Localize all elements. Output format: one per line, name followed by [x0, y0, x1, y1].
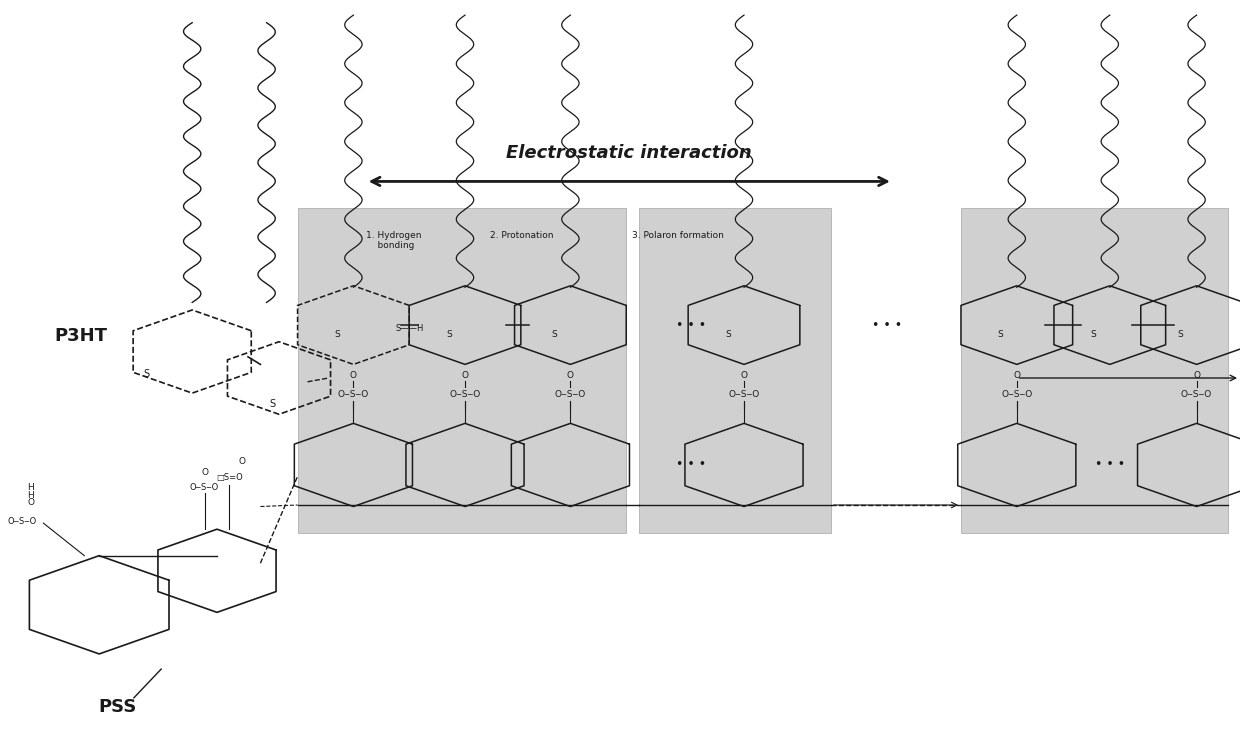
- Bar: [961, 208, 1228, 533]
- Text: S: S: [998, 330, 1003, 339]
- Text: □S=O: □S=O: [216, 473, 243, 482]
- Text: O: O: [1013, 371, 1021, 380]
- Text: S: S: [1091, 330, 1096, 339]
- Text: O‒S‒O: O‒S‒O: [7, 517, 37, 526]
- Text: 3. Polaron formation: 3. Polaron formation: [632, 231, 724, 240]
- Text: O‒S‒O: O‒S‒O: [554, 390, 587, 399]
- Text: P3HT: P3HT: [55, 327, 107, 345]
- Text: PSS: PSS: [99, 698, 136, 716]
- Text: O: O: [238, 457, 246, 466]
- Text: O: O: [740, 371, 748, 380]
- Text: S: S: [1178, 330, 1183, 339]
- Text: O‒S‒O: O‒S‒O: [1001, 390, 1033, 399]
- Text: S: S: [725, 330, 730, 339]
- Text: • • •: • • •: [872, 318, 901, 332]
- Text: S: S: [144, 369, 149, 380]
- Text: S: S: [335, 330, 340, 339]
- Text: O‒S‒O: O‒S‒O: [1180, 390, 1213, 399]
- Bar: [639, 208, 831, 533]
- Text: O: O: [350, 371, 357, 380]
- Text: H: H: [27, 483, 35, 492]
- Text: • • •: • • •: [676, 318, 706, 332]
- Text: S: S: [552, 330, 557, 339]
- Text: O‒S‒O: O‒S‒O: [449, 390, 481, 399]
- Text: H: H: [27, 491, 35, 500]
- Text: 1. Hydrogen
    bonding: 1. Hydrogen bonding: [366, 231, 422, 250]
- Text: O‒S‒O: O‒S‒O: [337, 390, 370, 399]
- Text: O: O: [461, 371, 469, 380]
- Text: O: O: [1193, 371, 1200, 380]
- Text: O: O: [201, 468, 208, 477]
- Text: O: O: [567, 371, 574, 380]
- Text: O: O: [27, 498, 35, 507]
- Text: S——H: S——H: [396, 324, 423, 333]
- Text: 2. Protonation: 2. Protonation: [490, 231, 553, 240]
- Text: • • •: • • •: [676, 458, 706, 472]
- Text: S: S: [270, 399, 275, 410]
- Text: O‒S‒O: O‒S‒O: [728, 390, 760, 399]
- Text: O‒S‒O: O‒S‒O: [190, 483, 219, 492]
- Text: S: S: [446, 330, 451, 339]
- Text: Electrostatic interaction: Electrostatic interaction: [506, 144, 753, 162]
- Text: • • •: • • •: [1095, 458, 1125, 472]
- Bar: [298, 208, 626, 533]
